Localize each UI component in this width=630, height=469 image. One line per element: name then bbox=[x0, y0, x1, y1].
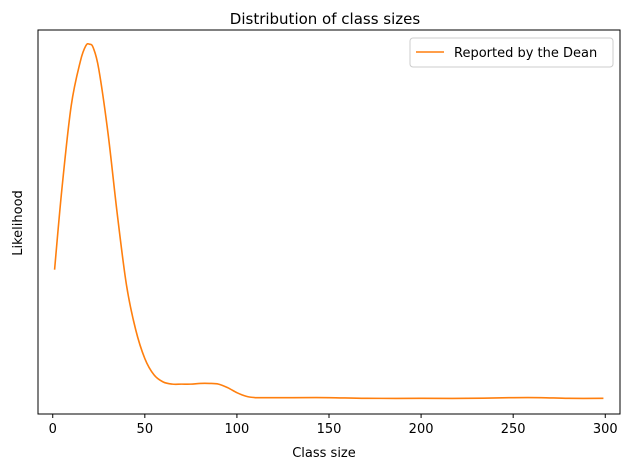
chart-title: Distribution of class sizes bbox=[230, 10, 421, 28]
x-tick-label: 100 bbox=[224, 422, 249, 437]
x-axis-label: Class size bbox=[292, 446, 356, 461]
x-tick-label: 250 bbox=[501, 422, 526, 437]
x-tick-label: 150 bbox=[317, 422, 342, 437]
x-tick-label: 0 bbox=[49, 422, 57, 437]
legend: Reported by the Dean bbox=[409, 37, 614, 68]
series-line-0 bbox=[53, 42, 604, 400]
legend-label: Reported by the Dean bbox=[454, 46, 597, 61]
legend-box bbox=[409, 37, 614, 68]
x-axis: 0 50 100 150 200 250 300 bbox=[49, 414, 618, 437]
x-tick-label: 50 bbox=[137, 422, 154, 437]
x-tick-label: 200 bbox=[409, 422, 434, 437]
y-axis-label: Likelihood bbox=[11, 190, 26, 256]
plot-area bbox=[53, 42, 604, 400]
x-tick-label: 300 bbox=[593, 422, 618, 437]
